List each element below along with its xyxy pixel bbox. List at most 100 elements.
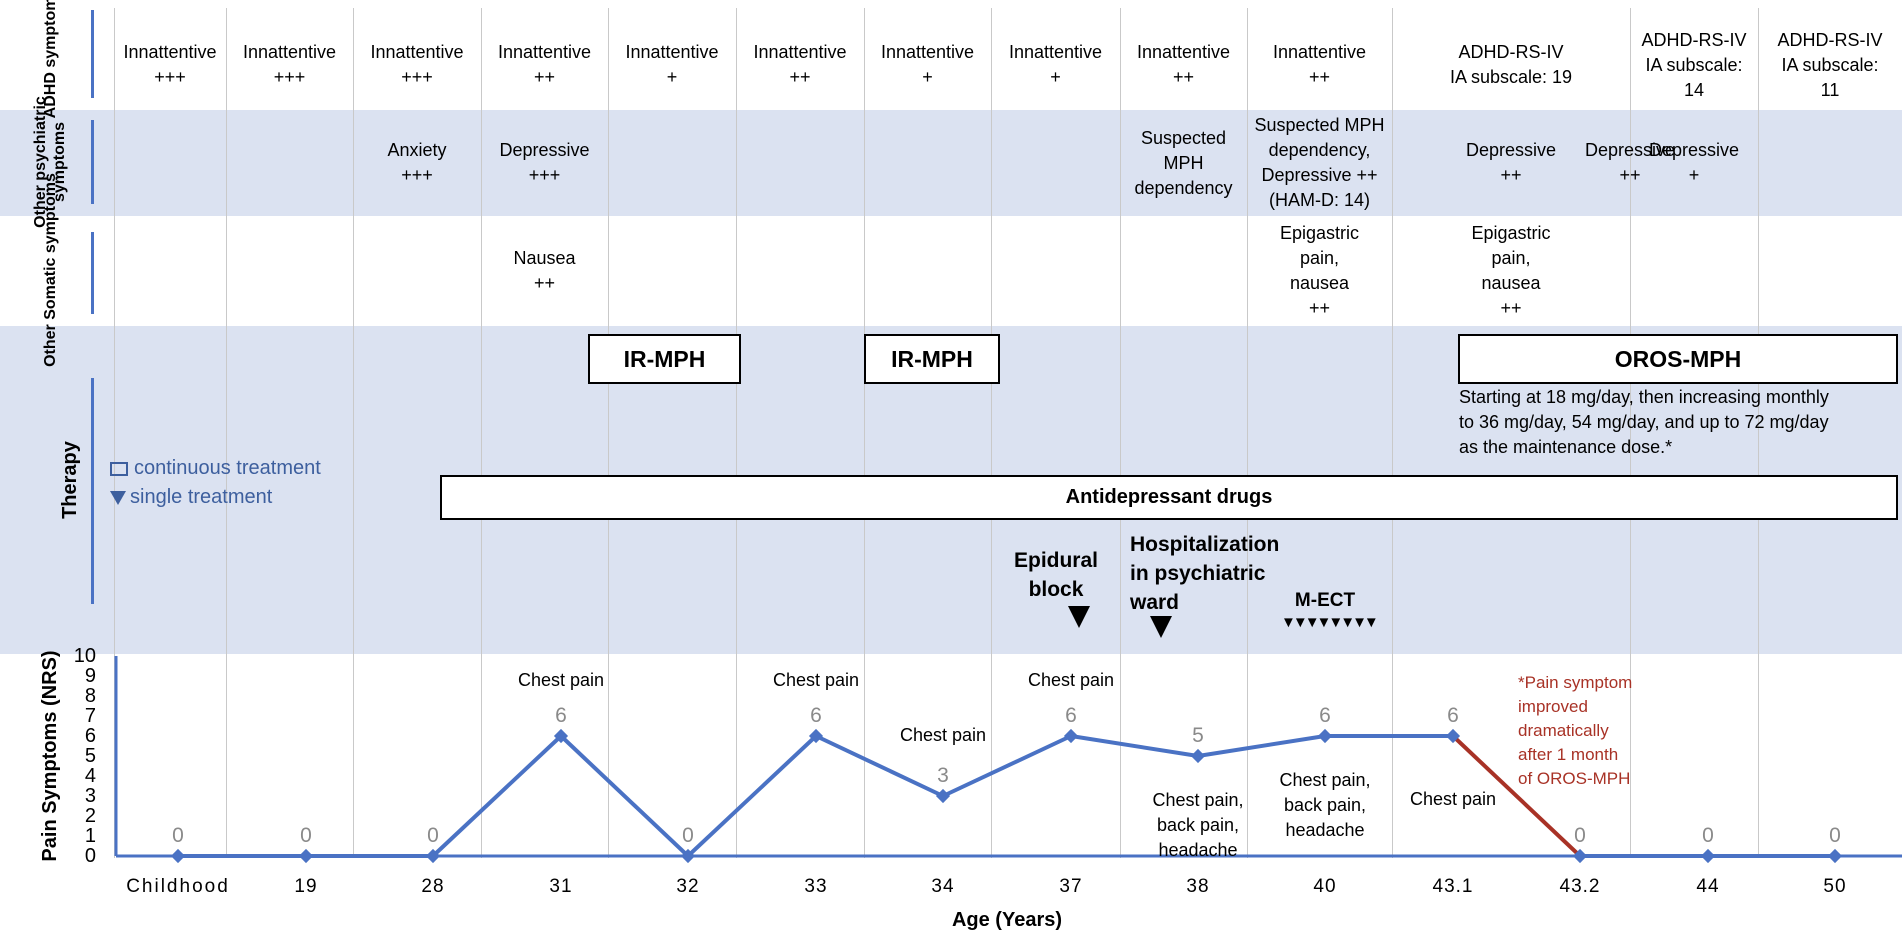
somatic-cell-line: Epigastric [1279, 223, 1360, 243]
gridline [1758, 8, 1759, 858]
adhd-cell: ADHD-RS-IV IA subscale: 19 [1392, 30, 1630, 100]
x-tick-label: 32 [676, 876, 699, 897]
data-label: 3 [937, 764, 949, 787]
somatic-cell: Epigastric pain, nausea ++ [1247, 216, 1392, 326]
adhd-cell-line: ++ [1308, 67, 1330, 87]
row-bar-therapy [91, 378, 94, 604]
line-segment [559, 734, 690, 858]
data-label: 0 [427, 824, 439, 847]
y-tick-label: 9 [85, 665, 96, 687]
pain-annotation: Chest pain [1410, 789, 1496, 809]
oros-note-line: Starting at 18 mg/day, then increasing m… [1459, 387, 1829, 407]
adhd-cell-line: IA subscale: [1645, 54, 1743, 75]
psychiatric-cell-line: + [1688, 165, 1700, 185]
gridline [1630, 8, 1631, 858]
x-tick-label: 19 [294, 876, 317, 897]
data-point [170, 848, 186, 864]
hospitalization-line: in psychiatric [1130, 562, 1266, 585]
psychiatric-cell: Depressive + [1630, 110, 1758, 216]
data-label: 6 [555, 704, 567, 727]
gridline [736, 8, 737, 858]
somatic-cell: Nausea ++ [481, 216, 608, 326]
antidepressant-box: Antidepressant drugs [440, 475, 1898, 520]
psychiatric-cell-line: dependency [1134, 177, 1233, 198]
data-label: 6 [1065, 704, 1077, 727]
adhd-cell: Innattentive +++ [114, 30, 226, 100]
oros-pain-note: of OROS-MPH [1518, 769, 1630, 788]
gridline [1392, 8, 1393, 858]
pain-annotation: Chest pain [1028, 670, 1114, 690]
adhd-cell-line: Innattentive [753, 42, 847, 62]
y-tick-label: 2 [85, 805, 96, 827]
gridline [991, 8, 992, 858]
psychiatric-cell-line: +++ [528, 165, 561, 185]
adhd-cell-line: Innattentive [242, 42, 337, 62]
oros-segment [1451, 734, 1582, 858]
adhd-cell-line: IA subscale: 19 [1449, 67, 1573, 87]
adhd-cell: Innattentive ++ [1247, 30, 1392, 100]
mect-label: M-ECT [1294, 590, 1356, 611]
data-point [808, 728, 824, 744]
adhd-cell-line: IA subscale: [1781, 54, 1879, 75]
psychiatric-cell-line: MPH [1163, 152, 1204, 173]
line-segment [1197, 734, 1326, 758]
epidural-block-marker [1068, 606, 1090, 628]
oros-note-line: as the maintenance dose.* [1459, 437, 1673, 457]
y-tick-label: 10 [74, 645, 96, 667]
gridline [608, 8, 609, 858]
data-point [935, 788, 951, 804]
legend-single: single treatment [110, 483, 321, 512]
line-segment [815, 734, 944, 798]
psychiatric-cell: Suspected MPH dependency, Depressive ++ (HA… [1247, 110, 1392, 216]
adhd-cell-line: Innattentive [370, 42, 464, 62]
antidepressant-label: Antidepressant drugs [1065, 486, 1273, 508]
y-tick-label: 5 [85, 745, 96, 767]
psychiatric-cell-line: +++ [401, 165, 433, 185]
line-segment [431, 734, 563, 858]
adhd-cell-line: Innattentive [1272, 42, 1367, 62]
psychiatric-cell-line: Depressive [1584, 140, 1676, 160]
data-label: 0 [172, 824, 184, 847]
x-tick-label: 33 [804, 876, 827, 897]
epidural-line: Epidural [1013, 549, 1098, 572]
legend-single-label: single treatment [130, 486, 273, 508]
somatic-cell: Epigastric pain, nausea ++ [1392, 216, 1630, 326]
data-label: 0 [1829, 824, 1841, 847]
therapy-legend: continuous treatment single treatment [110, 454, 321, 512]
y-tick-label: 0 [85, 845, 96, 867]
adhd-cell: Innattentive ++ [1120, 30, 1247, 100]
data-label: 6 [810, 704, 822, 727]
adhd-cell: Innattentive +++ [353, 30, 481, 100]
somatic-cell-line: Epigastric [1471, 223, 1551, 243]
pain-annotation: headache [1285, 820, 1364, 840]
psychiatric-cell-line: (HAM-D: 14) [1268, 190, 1370, 210]
row-bar-somatic [91, 232, 94, 314]
data-point [425, 848, 441, 864]
line-segment [942, 734, 1072, 798]
psychiatric-cell-line: ++ [1500, 165, 1522, 185]
y-tick-label: 8 [85, 685, 96, 707]
single-treatment-icon [110, 490, 126, 505]
mect-marks: ▼▼▼▼▼▼▼▼ [1281, 614, 1379, 631]
hospitalization-label: Hospitalization in psychiatric ward [1130, 530, 1279, 617]
psychiatric-cell: Anxiety +++ [353, 110, 481, 216]
somatic-cell-line: ++ [533, 273, 555, 293]
gridline [1120, 8, 1121, 858]
somatic-cell-line: ++ [1308, 298, 1331, 318]
adhd-cell-line: +++ [154, 67, 186, 87]
hospitalization-line: Hospitalization [1130, 533, 1280, 556]
adhd-cell-line: 14 [1683, 79, 1704, 100]
adhd-cell-line: +++ [401, 67, 433, 87]
oros-note-line: to 36 mg/day, 54 mg/day, and up to 72 mg… [1459, 412, 1829, 432]
psychiatric-cell-line: Suspected [1140, 127, 1227, 148]
x-tick-label: 34 [931, 876, 954, 897]
adhd-cell-line: ++ [533, 67, 555, 87]
pain-annotation: back pain, [1284, 795, 1366, 815]
adhd-cell-line: Innattentive [880, 42, 975, 62]
data-label: 0 [300, 824, 312, 847]
row-bar-adhd [91, 10, 94, 98]
data-label: 6 [1447, 704, 1459, 727]
pain-annotation: Chest pain [773, 670, 859, 690]
x-axis-title: Age (Years) [952, 909, 1062, 931]
y-tick-label: 7 [85, 705, 96, 727]
